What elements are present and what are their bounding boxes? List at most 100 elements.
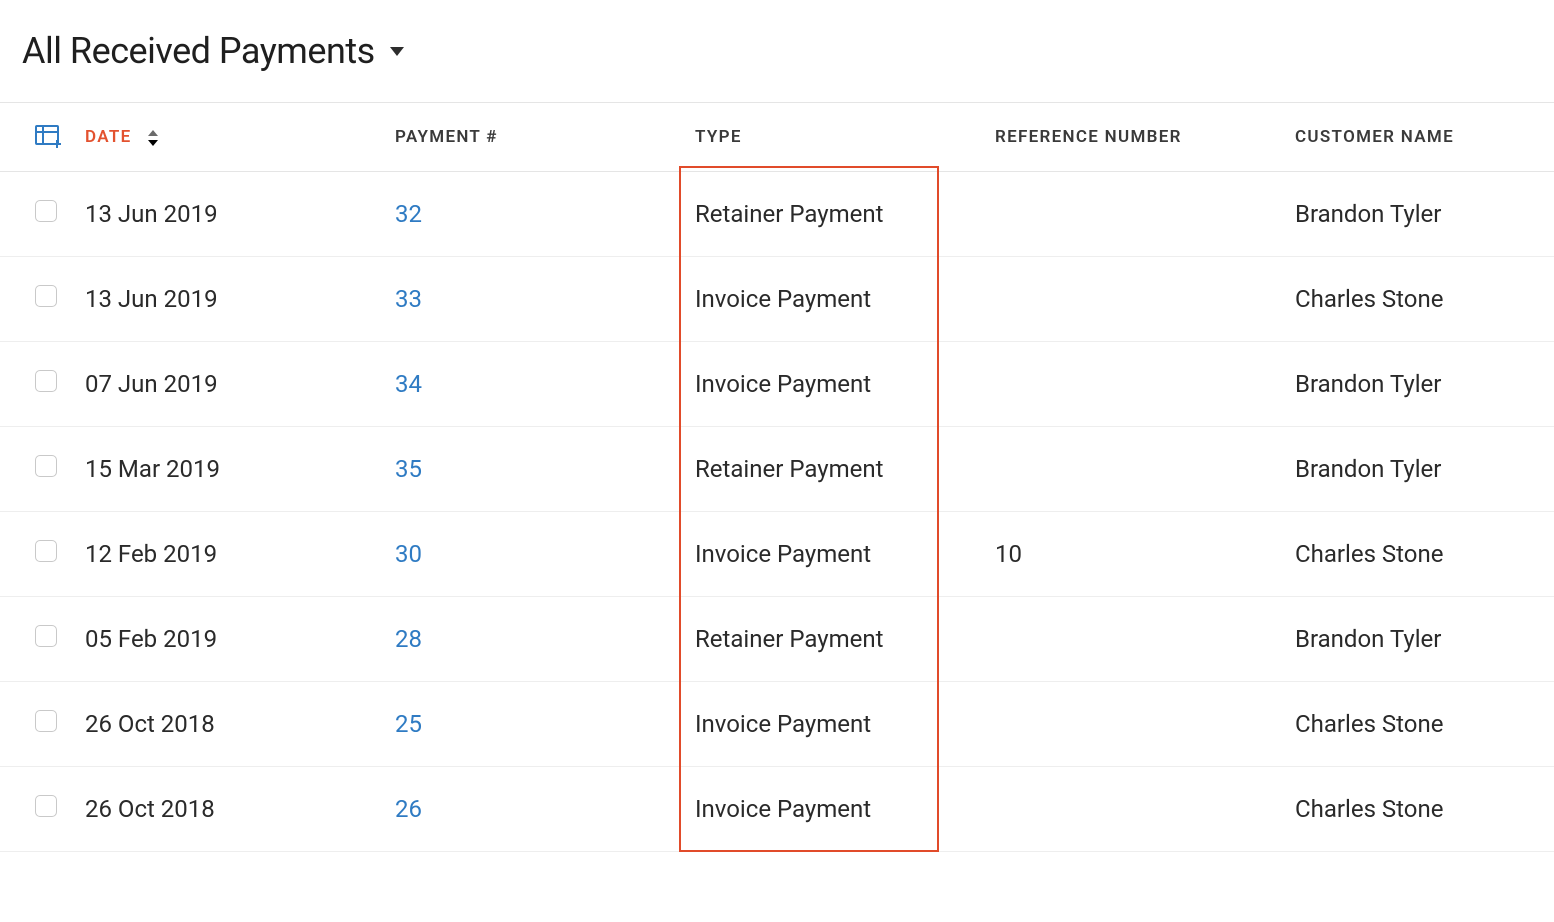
cell-date-value: 05 Feb 2019 bbox=[85, 625, 217, 653]
cell-payment-value[interactable]: 26 bbox=[395, 795, 422, 823]
cell-reference bbox=[995, 767, 1295, 852]
payments-page: All Received Payments bbox=[0, 0, 1554, 852]
column-header-customer[interactable]: CUSTOMER NAME bbox=[1295, 103, 1554, 172]
cell-payment-value[interactable]: 25 bbox=[395, 710, 422, 738]
column-header-date-label: DATE bbox=[85, 127, 131, 147]
cell-date-value: 12 Feb 2019 bbox=[85, 540, 217, 568]
cell-type: Retainer Payment bbox=[695, 427, 995, 512]
cell-date: 13 Jun 2019 bbox=[85, 257, 395, 342]
cell-payment: 33 bbox=[395, 257, 695, 342]
table-wrapper: DATE PAYMENT # TYPE REFERENCE NUMBER CUS… bbox=[0, 102, 1554, 852]
cell-payment-value[interactable]: 33 bbox=[395, 285, 422, 313]
cell-payment-value[interactable]: 30 bbox=[395, 540, 422, 568]
row-checkbox[interactable] bbox=[35, 455, 57, 477]
table-header-row: DATE PAYMENT # TYPE REFERENCE NUMBER CUS… bbox=[0, 103, 1554, 172]
cell-customer: Brandon Tyler bbox=[1295, 342, 1554, 427]
title-dropdown-icon[interactable] bbox=[389, 45, 405, 57]
table-row[interactable]: 05 Feb 2019 28 Retainer Payment Brandon Tyl… bbox=[0, 597, 1554, 682]
cell-customer: Charles Stone bbox=[1295, 682, 1554, 767]
cell-reference bbox=[995, 172, 1295, 257]
cell-customer-value: Charles Stone bbox=[1295, 710, 1443, 738]
cell-payment: 25 bbox=[395, 682, 695, 767]
cell-type: Retainer Payment bbox=[695, 597, 995, 682]
table-row[interactable]: 26 Oct 201826Invoice PaymentCharles Ston… bbox=[0, 767, 1554, 852]
cell-date: 13 Jun 2019 bbox=[85, 172, 395, 257]
cell-reference bbox=[995, 257, 1295, 342]
row-checkbox[interactable] bbox=[35, 200, 57, 222]
row-checkbox-cell bbox=[0, 512, 85, 597]
cell-customer: Brandon Tyler bbox=[1295, 172, 1554, 257]
cell-type: Invoice Payment bbox=[695, 682, 995, 767]
cell-customer: Charles Stone bbox=[1295, 512, 1554, 597]
column-header-customer-label: CUSTOMER NAME bbox=[1295, 127, 1454, 147]
cell-customer: Charles Stone bbox=[1295, 767, 1554, 852]
row-checkbox[interactable] bbox=[35, 370, 57, 392]
table-row[interactable]: 13 Jun 2019 32 Retainer Payment Brandon Tyl… bbox=[0, 172, 1554, 257]
cell-type-value: Invoice Payment bbox=[695, 710, 871, 738]
table-row[interactable]: 26 Oct 2018 25 Invoice Payment Charles Ston… bbox=[0, 682, 1554, 767]
cell-payment-value[interactable]: 32 bbox=[395, 200, 422, 228]
column-header-payment-label: PAYMENT # bbox=[395, 127, 498, 147]
column-header-type[interactable]: TYPE bbox=[695, 103, 995, 172]
cell-type-value: Retainer Payment bbox=[695, 455, 883, 483]
cell-date-value: 07 Jun 2019 bbox=[85, 370, 218, 398]
page-title[interactable]: All Received Payments bbox=[22, 30, 375, 72]
cell-type-value: Invoice Payment bbox=[695, 285, 871, 313]
table-row[interactable]: 12 Feb 2019 30 Invoice Payment 10 Charles St… bbox=[0, 512, 1554, 597]
cell-payment: 30 bbox=[395, 512, 695, 597]
sort-indicator-icon bbox=[147, 130, 159, 146]
cell-date: 07 Jun 2019 bbox=[85, 342, 395, 427]
cell-type: Invoice Payment bbox=[695, 257, 995, 342]
cell-payment-value[interactable]: 35 bbox=[395, 455, 422, 483]
row-checkbox-cell bbox=[0, 767, 85, 852]
cell-payment-value[interactable]: 34 bbox=[395, 370, 422, 398]
cell-customer: Charles Stone bbox=[1295, 257, 1554, 342]
cell-payment: 26 bbox=[395, 767, 695, 852]
cell-customer-value: Charles Stone bbox=[1295, 795, 1443, 823]
cell-type: Retainer Payment bbox=[695, 172, 995, 257]
cell-payment: 34 bbox=[395, 342, 695, 427]
cell-payment: 32 bbox=[395, 172, 695, 257]
column-header-type-label: TYPE bbox=[695, 127, 742, 147]
cell-payment-value[interactable]: 28 bbox=[395, 625, 422, 653]
row-checkbox-cell bbox=[0, 342, 85, 427]
row-checkbox[interactable] bbox=[35, 285, 57, 307]
row-checkbox[interactable] bbox=[35, 710, 57, 732]
column-header-date[interactable]: DATE bbox=[85, 103, 395, 172]
cell-date-value: 26 Oct 2018 bbox=[85, 710, 215, 738]
cell-customer: Brandon Tyler bbox=[1295, 427, 1554, 512]
row-checkbox-cell bbox=[0, 427, 85, 512]
cell-customer: Brandon Tyler bbox=[1295, 597, 1554, 682]
cell-date-value: 13 Jun 2019 bbox=[85, 200, 218, 228]
table-row[interactable]: 07 Jun 201934Invoice PaymentBrandon Tyle… bbox=[0, 342, 1554, 427]
column-chooser-cell bbox=[0, 103, 85, 172]
cell-payment: 28 bbox=[395, 597, 695, 682]
cell-date: 05 Feb 2019 bbox=[85, 597, 395, 682]
cell-type: Invoice Payment bbox=[695, 512, 995, 597]
column-chooser-icon[interactable] bbox=[35, 125, 63, 149]
row-checkbox-cell bbox=[0, 257, 85, 342]
column-header-payment[interactable]: PAYMENT # bbox=[395, 103, 695, 172]
row-checkbox-cell bbox=[0, 597, 85, 682]
cell-customer-value: Brandon Tyler bbox=[1295, 625, 1441, 653]
cell-reference: 10 bbox=[995, 512, 1295, 597]
cell-customer-value: Charles Stone bbox=[1295, 540, 1443, 568]
cell-customer-value: Charles Stone bbox=[1295, 285, 1443, 313]
cell-type-value: Retainer Payment bbox=[695, 200, 883, 228]
column-header-reference[interactable]: REFERENCE NUMBER bbox=[995, 103, 1295, 172]
column-header-reference-label: REFERENCE NUMBER bbox=[995, 127, 1182, 147]
row-checkbox-cell bbox=[0, 172, 85, 257]
cell-type-value: Invoice Payment bbox=[695, 795, 871, 823]
row-checkbox[interactable] bbox=[35, 540, 57, 562]
cell-type-value: Invoice Payment bbox=[695, 540, 871, 568]
cell-date: 26 Oct 2018 bbox=[85, 682, 395, 767]
row-checkbox-cell bbox=[0, 682, 85, 767]
row-checkbox[interactable] bbox=[35, 795, 57, 817]
cell-type: Invoice Payment bbox=[695, 767, 995, 852]
table-row[interactable]: 13 Jun 201933 Invoice Payment Charles Ston… bbox=[0, 257, 1554, 342]
cell-reference-value: 10 bbox=[995, 540, 1022, 568]
row-checkbox[interactable] bbox=[35, 625, 57, 647]
cell-date: 12 Feb 2019 bbox=[85, 512, 395, 597]
cell-customer-value: Brandon Tyler bbox=[1295, 455, 1441, 483]
table-row[interactable]: 15 Mar 201935Retainer PaymentBrandon Tyl… bbox=[0, 427, 1554, 512]
